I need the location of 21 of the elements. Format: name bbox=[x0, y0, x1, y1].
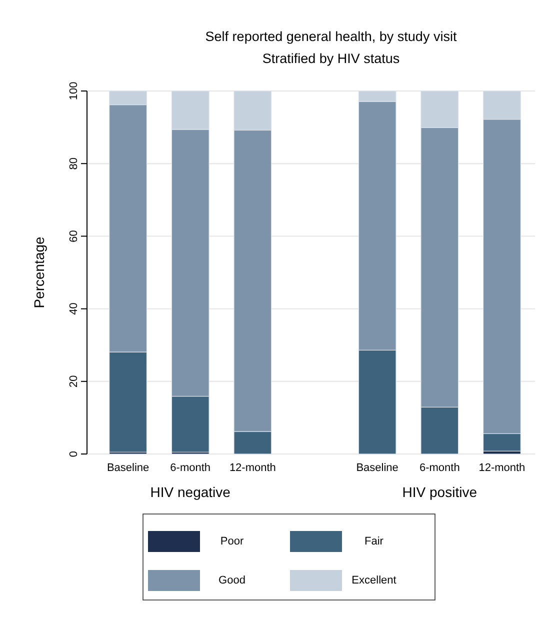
legend-label: Fair bbox=[364, 535, 384, 548]
y-axis-title: Percentage bbox=[31, 236, 47, 308]
x-tick-label: 6-month bbox=[419, 462, 460, 474]
legend-label: Excellent bbox=[352, 574, 396, 586]
chart-title: Self reported general health, by study visit bbox=[205, 29, 457, 44]
text: HIV negative bbox=[150, 484, 231, 500]
chart-subtitle: Stratified by HIV status bbox=[262, 51, 400, 66]
y-tick-label: 40 bbox=[68, 302, 80, 315]
y-tick-label: 60 bbox=[68, 230, 80, 242]
x-tick-label: 6-month bbox=[170, 462, 211, 474]
legend-label: Poor bbox=[220, 535, 244, 548]
y-tick-label: 0 bbox=[68, 450, 80, 458]
y-tick-label: 100 bbox=[68, 82, 80, 100]
x-tick-label: Baseline bbox=[356, 462, 398, 474]
text: HIV positive bbox=[402, 484, 478, 500]
y-tick-label: 80 bbox=[68, 157, 80, 170]
y-tick-label: 20 bbox=[68, 375, 80, 388]
x-tick-label: Baseline bbox=[106, 462, 150, 474]
x-tick-label: 12-month bbox=[478, 462, 526, 474]
legend-label: Good bbox=[218, 574, 246, 586]
x-tick-label: 12-month bbox=[229, 462, 276, 474]
